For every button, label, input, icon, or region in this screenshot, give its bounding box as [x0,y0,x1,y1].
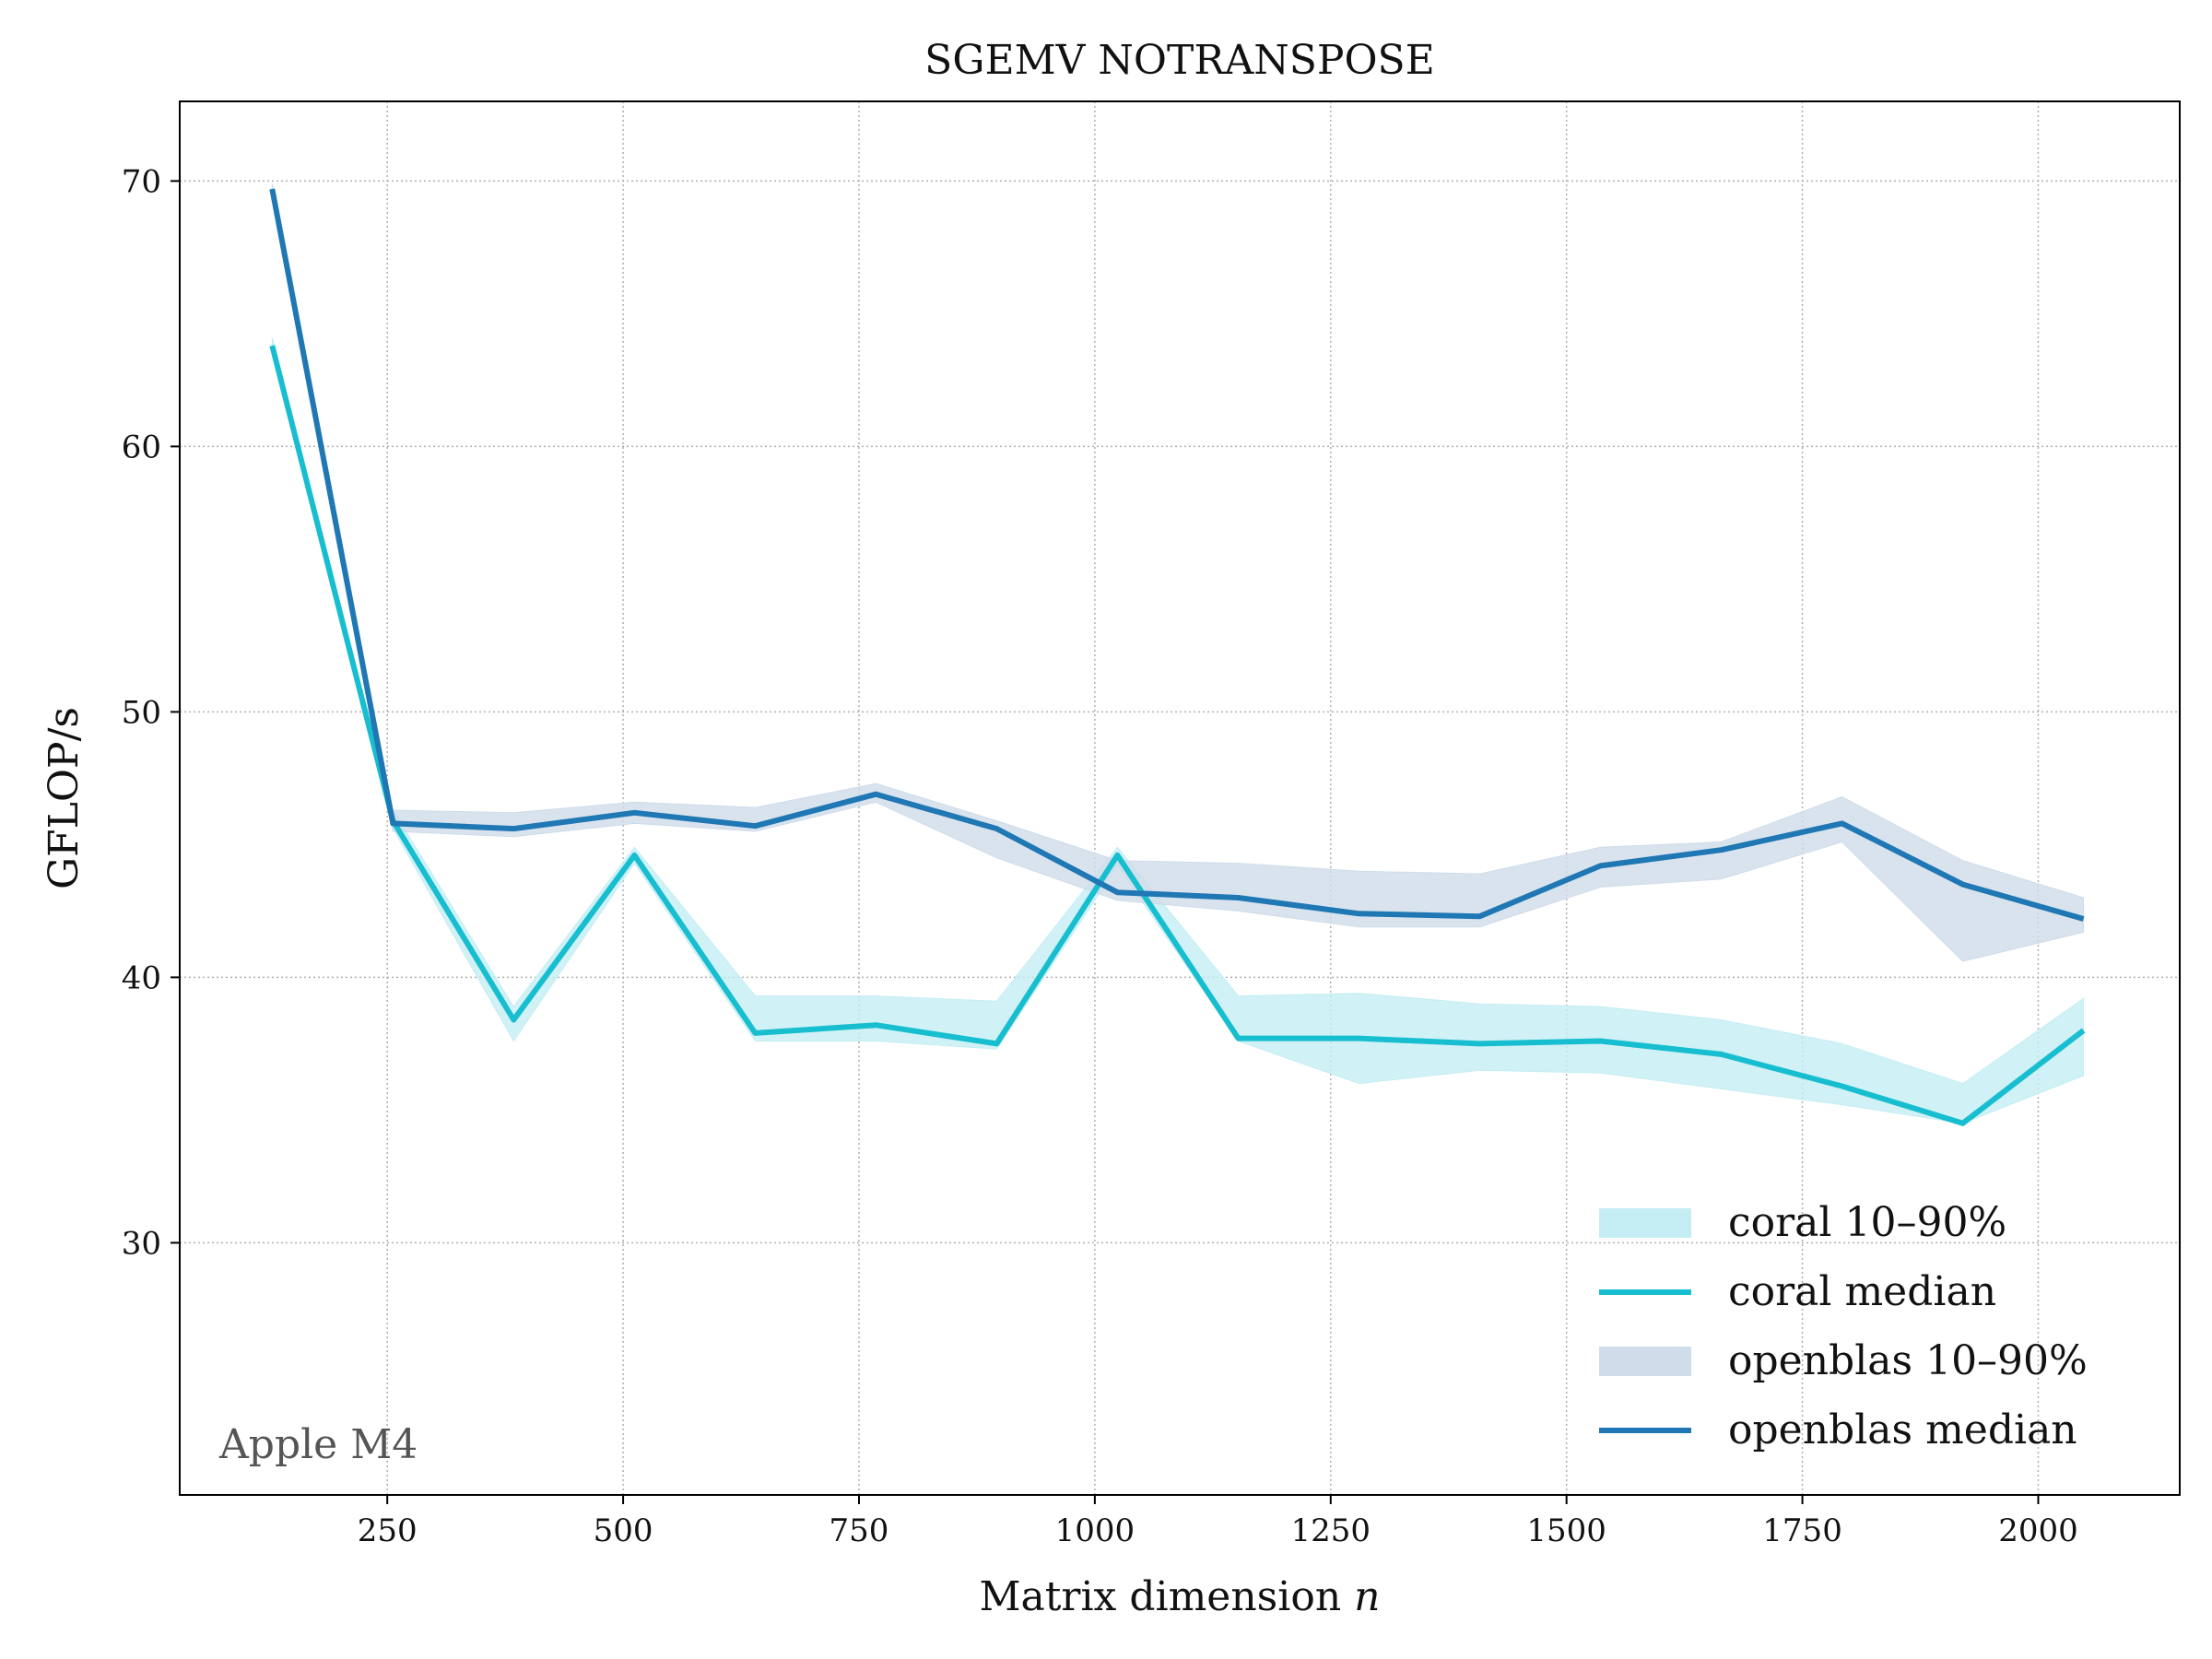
x-tick-label: 500 [594,1512,653,1549]
legend-label-coral-band: coral 10–90% [1728,1199,2006,1246]
y-tick-label: 50 [122,694,161,731]
x-axis-label: Matrix dimension n [979,1573,1380,1620]
plot-frame [179,100,2181,1496]
x-tick-label: 750 [830,1512,889,1549]
coral-median-line [269,345,2086,1126]
device-annotation: Apple M4 [218,1421,418,1468]
legend: coral 10–90% coral median openblas 10–90… [1599,1199,2088,1453]
y-tick-label: 30 [122,1225,161,1262]
y-tick-label: 40 [122,959,161,996]
x-tick-label: 1500 [1526,1512,1606,1549]
x-tick-label: 1250 [1291,1512,1371,1549]
openblas-median-line [269,188,2085,922]
legend-label-openblas-median: openblas median [1728,1406,2077,1453]
legend-swatch-coral-band [1599,1208,1691,1238]
y-tick-label: 60 [122,429,161,465]
chart-title: SGEMV NOTRANSPOSE [924,37,1435,84]
legend-label-coral-median: coral median [1728,1268,1996,1315]
coral-band [271,337,2085,1124]
legend-swatch-openblas-band [1599,1347,1691,1376]
percentile-bands [271,183,2085,1124]
x-tick-label: 1000 [1055,1512,1135,1549]
openblas-band [271,183,2085,962]
x-tick-label: 250 [358,1512,418,1549]
axis-ticks: 250 500 750 1000 1250 1500 1750 2000 30 40 50 60 70 [122,163,2078,1549]
y-axis-label: GFLOP/s [41,707,88,889]
legend-label-openblas-band: openblas 10–90% [1728,1337,2088,1384]
y-tick-label: 70 [122,163,161,200]
x-tick-label: 2000 [1998,1512,2078,1549]
median-lines [269,188,2086,1126]
x-tick-label: 1750 [1762,1512,1842,1549]
